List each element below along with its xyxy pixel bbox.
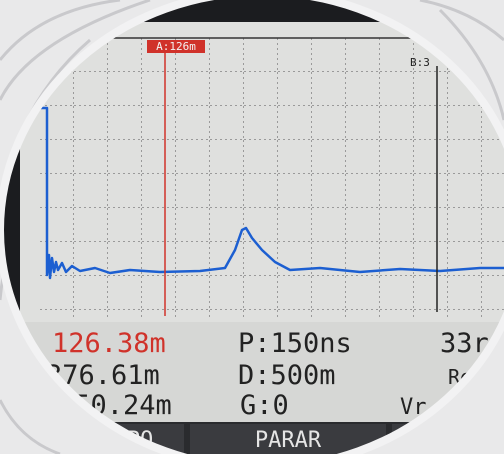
readout: 33r bbox=[440, 328, 489, 359]
readout: P:150ns bbox=[238, 328, 352, 359]
button-label: PARAR bbox=[255, 428, 322, 453]
cursor-b-label: B:3 bbox=[410, 56, 430, 69]
cursor-a-tag bbox=[147, 40, 205, 53]
waveform bbox=[40, 106, 504, 280]
readout: D:500m bbox=[238, 360, 336, 391]
cursor-a-label: A:126m bbox=[156, 40, 196, 53]
readout: 126.38m bbox=[52, 328, 166, 359]
readout: G:0 bbox=[240, 390, 289, 421]
